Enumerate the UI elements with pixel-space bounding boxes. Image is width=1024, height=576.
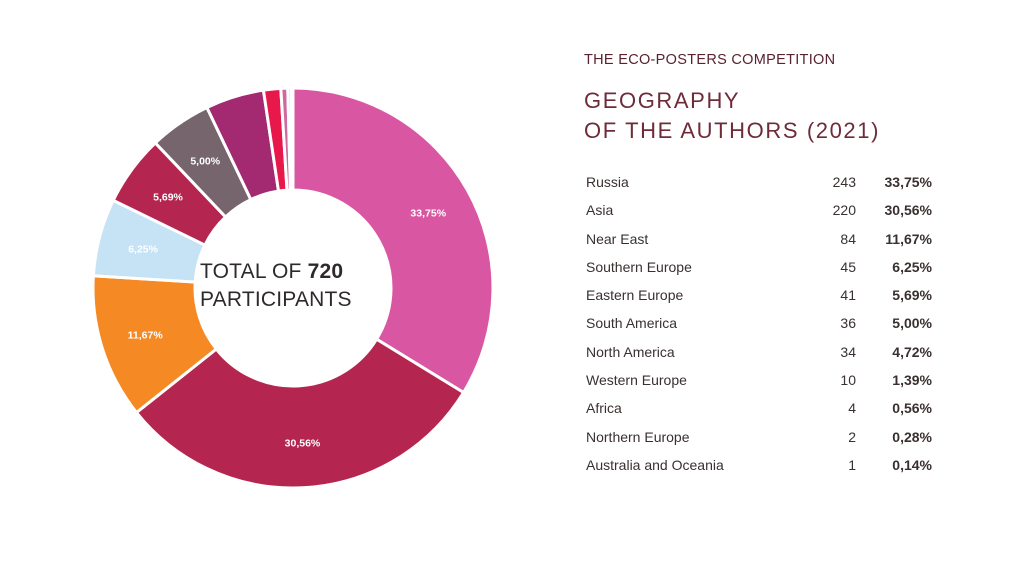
table-row: Africa 4 0,56%: [586, 400, 936, 428]
region-name: North America: [586, 343, 675, 360]
participant-percent: 33,75%: [884, 174, 932, 190]
donut-center-label: TOTAL OF 720 PARTICIPANTS: [200, 258, 390, 314]
slice-label-south-america: 5,00%: [190, 155, 220, 167]
total-prefix: TOTAL OF: [200, 260, 308, 283]
region-name: South America: [586, 315, 678, 332]
slice-label-southern-europe: 6,25%: [128, 244, 158, 256]
region-name: Asia: [586, 202, 614, 219]
region-table: Russia 243 33,75% Asia 220 30,56% Near East 84 1…: [586, 174, 936, 485]
table-row: North America 34 4,72%: [586, 344, 936, 372]
participant-count: 4: [848, 400, 856, 417]
participant-count: 10: [840, 372, 856, 389]
slice-label-eastern-europe: 5,69%: [153, 191, 183, 203]
region-name: Eastern Europe: [586, 287, 684, 304]
participant-count: 243: [832, 174, 856, 190]
region-name: Northern Europe: [586, 428, 690, 445]
table-row: Northern Europe 2 0,28%: [586, 429, 936, 457]
table-row: Western Europe 10 1,39%: [586, 372, 936, 400]
donut-slices: [91, 86, 495, 490]
participant-count: 41: [840, 287, 856, 304]
donut-slice-australia-and-oceania: [289, 86, 295, 192]
table-row: Australia and Oceania 1 0,14%: [586, 457, 936, 485]
title-line-1: GEOGRAPHY: [584, 88, 741, 113]
participant-count: 84: [840, 230, 856, 247]
participant-percent: 0,28%: [892, 428, 932, 445]
participants-label: PARTICIPANTS: [200, 288, 352, 311]
region-name: Russia: [586, 174, 629, 190]
chart-title: GEOGRAPHY OF THE AUTHORS (2021): [584, 86, 880, 146]
slice-label-asia: 30,56%: [285, 438, 321, 450]
region-name: Western Europe: [586, 372, 687, 389]
table-row: South America 36 5,00%: [586, 315, 936, 343]
participant-count: 45: [840, 258, 856, 275]
donut-slice-labels: 33,75% 30,56% 11,67% 6,25% 5,69% 5,00%: [128, 155, 447, 449]
participant-count: 36: [840, 315, 856, 332]
table-row: Southern Europe 45 6,25%: [586, 259, 936, 287]
region-name: Australia and Oceania: [586, 456, 724, 473]
participant-percent: 5,69%: [892, 287, 932, 304]
table-row: Russia 243 33,75%: [586, 174, 936, 202]
participant-count: 220: [832, 202, 856, 219]
participant-count: 2: [848, 428, 856, 445]
participant-count: 1: [848, 456, 856, 473]
participant-percent: 6,25%: [892, 258, 932, 275]
participant-percent: 0,56%: [892, 400, 932, 417]
competition-subtitle: THE ECO-POSTERS COMPETITION: [584, 52, 836, 68]
donut-chart: 33,75% 30,56% 11,67% 6,25% 5,69% 5,00%: [91, 86, 495, 490]
donut-slice-russia: [291, 86, 495, 395]
table-row: Near East 84 11,67%: [586, 231, 936, 259]
participant-percent: 0,14%: [892, 456, 932, 473]
slice-label-near-east: 11,67%: [128, 330, 164, 342]
region-name: Southern Europe: [586, 258, 692, 275]
participant-percent: 5,00%: [892, 315, 932, 332]
participant-percent: 30,56%: [884, 202, 932, 219]
participant-percent: 11,67%: [885, 230, 932, 247]
title-line-2: OF THE AUTHORS (2021): [584, 118, 881, 143]
total-value: 720: [307, 260, 344, 283]
slice-label-russia: 33,75%: [410, 207, 446, 219]
table-row: Eastern Europe 41 5,69%: [586, 287, 936, 315]
donut-slice-asia: [134, 337, 466, 490]
participant-percent: 1,39%: [892, 372, 932, 389]
participant-count: 34: [840, 343, 856, 360]
participant-percent: 4,72%: [892, 343, 932, 360]
region-name: Africa: [586, 400, 622, 417]
region-name: Near East: [586, 230, 649, 247]
table-row: Asia 220 30,56%: [586, 202, 936, 230]
